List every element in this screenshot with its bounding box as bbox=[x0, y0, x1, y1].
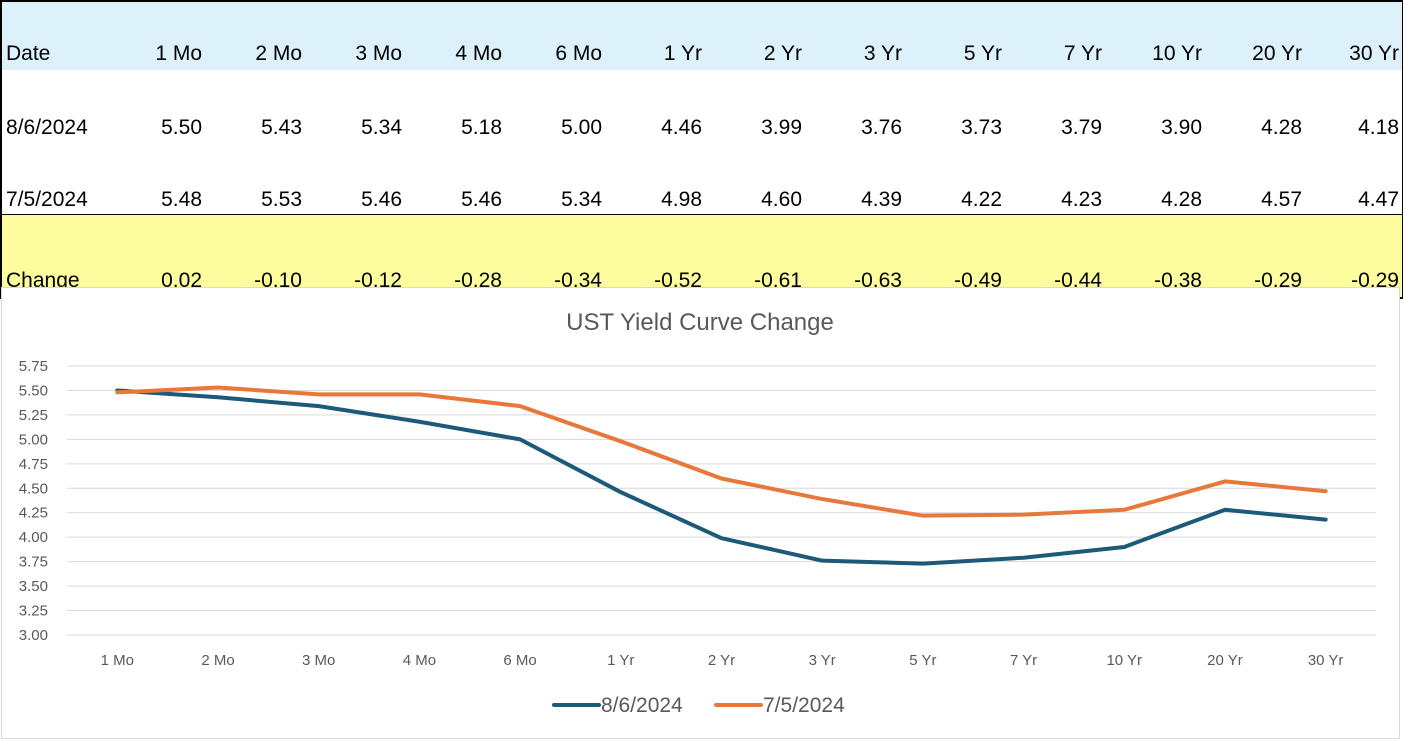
table-cell: 4.23 bbox=[1061, 188, 1102, 211]
y-tick-label: 3.00 bbox=[19, 627, 48, 644]
table-cell: 5.00 bbox=[561, 116, 602, 139]
header-cell: 3 Yr bbox=[805, 1, 905, 70]
y-axis: 3.00 3.25 3.50 3.75 4.00 4.25 4.50 4.75 5.00 5.25… bbox=[19, 358, 48, 644]
table-cell: 5.48 bbox=[161, 188, 202, 211]
table-cell: 5.46 bbox=[461, 188, 502, 211]
x-tick-label: 1 Mo bbox=[101, 652, 134, 669]
table-cell: 3.90 bbox=[1161, 116, 1202, 139]
y-tick-label: 3.25 bbox=[19, 603, 48, 620]
row-date-label: 7/5/2024 bbox=[6, 188, 88, 211]
header-cell: 10 Yr bbox=[1105, 1, 1205, 70]
header-cell: 2 Mo bbox=[205, 1, 305, 70]
y-tick-label: 4.75 bbox=[19, 456, 48, 473]
change-cell: -0.10 bbox=[205, 214, 305, 298]
yield-curve-chart: UST Yield Curve Change 3.00 3.25 3.50 3.75 4… bbox=[1, 287, 1400, 739]
change-cell: -0.29 bbox=[1205, 214, 1305, 298]
header-cell: 1 Mo bbox=[107, 1, 205, 70]
table-cell: 5.50 bbox=[161, 116, 202, 139]
change-cell: -0.34 bbox=[505, 214, 605, 298]
change-cell: 0.02 bbox=[107, 214, 205, 298]
table-cell: 5.18 bbox=[461, 116, 502, 139]
header-cell: 4 Mo bbox=[405, 1, 505, 70]
change-cell: -0.38 bbox=[1105, 214, 1205, 298]
table-cell: 5.46 bbox=[361, 188, 402, 211]
legend-label: 8/6/2024 bbox=[601, 694, 683, 717]
change-cell: -0.12 bbox=[305, 214, 405, 298]
y-tick-label: 3.75 bbox=[19, 554, 48, 571]
x-tick-label: 5 Yr bbox=[909, 652, 936, 669]
change-cell: -0.44 bbox=[1005, 214, 1105, 298]
row-date-label: 8/6/2024 bbox=[6, 116, 88, 139]
series-lines bbox=[115, 385, 1328, 566]
change-cell: -0.49 bbox=[905, 214, 1005, 298]
table-cell: 4.47 bbox=[1358, 188, 1399, 211]
change-cell: -0.61 bbox=[705, 214, 805, 298]
x-tick-label: 3 Yr bbox=[809, 652, 836, 669]
y-tick-label: 5.25 bbox=[19, 407, 48, 424]
table-header-row: Date 1 Mo 2 Mo 3 Mo 4 Mo 6 Mo 1 Yr 2 Yr … bbox=[1, 1, 1403, 70]
change-cell: -0.28 bbox=[405, 214, 505, 298]
table-cell: 5.34 bbox=[561, 188, 602, 211]
table-cell: 4.46 bbox=[661, 116, 702, 139]
table-cell: 5.43 bbox=[261, 116, 302, 139]
table-cell: 4.98 bbox=[661, 188, 702, 211]
change-cell: -0.52 bbox=[605, 214, 705, 298]
table-row: 8/6/2024 5.50 5.43 5.34 5.18 5.00 4.46 3… bbox=[1, 70, 1403, 142]
y-tick-label: 4.25 bbox=[19, 505, 48, 522]
y-tick-label: 5.50 bbox=[19, 382, 48, 399]
table-cell: 3.99 bbox=[761, 116, 802, 139]
header-cell: 1 Yr bbox=[605, 1, 705, 70]
table-row: 7/5/2024 5.48 5.53 5.46 5.46 5.34 4.98 4… bbox=[1, 142, 1403, 215]
chart-legend: 8/6/2024 7/5/2024 bbox=[552, 694, 845, 717]
chart-canvas: UST Yield Curve Change 3.00 3.25 3.50 3.75 4… bbox=[19, 309, 1376, 717]
change-cell: -0.29 bbox=[1305, 214, 1403, 298]
x-axis: 1 Mo 2 Mo 3 Mo 4 Mo 6 Mo 1 Yr 2 Yr 3 Yr 5 Yr 7 Yr… bbox=[101, 652, 1344, 669]
change-label: Change bbox=[1, 214, 107, 298]
y-tick-label: 4.00 bbox=[19, 529, 48, 546]
header-cell: 3 Mo bbox=[305, 1, 405, 70]
legend-label: 7/5/2024 bbox=[763, 694, 845, 717]
y-tick-label: 5.00 bbox=[19, 431, 48, 448]
table-cell: 4.39 bbox=[861, 188, 902, 211]
table-cell: 4.28 bbox=[1261, 116, 1302, 139]
table-cell: 3.76 bbox=[861, 116, 902, 139]
x-tick-label: 20 Yr bbox=[1207, 652, 1243, 669]
y-tick-label: 5.75 bbox=[19, 358, 48, 375]
x-tick-label: 7 Yr bbox=[1010, 652, 1037, 669]
header-cell: 7 Yr bbox=[1005, 1, 1105, 70]
gridlines bbox=[67, 365, 1376, 636]
chart-title: UST Yield Curve Change bbox=[566, 309, 834, 336]
x-tick-label: 1 Yr bbox=[607, 652, 634, 669]
header-cell: 5 Yr bbox=[905, 1, 1005, 70]
x-tick-label: 6 Mo bbox=[503, 652, 536, 669]
x-tick-label: 4 Mo bbox=[403, 652, 436, 669]
x-tick-label: 30 Yr bbox=[1308, 652, 1344, 669]
y-tick-label: 3.50 bbox=[19, 578, 48, 595]
x-tick-label: 10 Yr bbox=[1106, 652, 1142, 669]
header-date-label: Date bbox=[1, 1, 107, 70]
x-tick-label: 2 Mo bbox=[201, 652, 234, 669]
header-cell: 20 Yr bbox=[1205, 1, 1305, 70]
x-tick-label: 2 Yr bbox=[708, 652, 735, 669]
change-cell: -0.63 bbox=[805, 214, 905, 298]
y-tick-label: 4.50 bbox=[19, 480, 48, 497]
table-cell: 3.79 bbox=[1061, 116, 1102, 139]
header-cell: 30 Yr bbox=[1305, 1, 1403, 70]
header-cell: 6 Mo bbox=[505, 1, 605, 70]
table-cell: 4.18 bbox=[1358, 116, 1399, 139]
x-tick-label: 3 Mo bbox=[302, 652, 335, 669]
table-cell: 3.73 bbox=[961, 116, 1002, 139]
header-cell: 2 Yr bbox=[705, 1, 805, 70]
change-row: Change 0.02 -0.10 -0.12 -0.28 -0.34 -0.5… bbox=[1, 214, 1403, 298]
table-cell: 5.34 bbox=[361, 116, 402, 139]
table-cell: 4.60 bbox=[761, 188, 802, 211]
table-cell: 4.57 bbox=[1261, 188, 1302, 211]
yield-table: Date 1 Mo 2 Mo 3 Mo 4 Mo 6 Mo 1 Yr 2 Yr … bbox=[0, 0, 1403, 299]
table-cell: 4.22 bbox=[961, 188, 1002, 211]
table-cell: 4.28 bbox=[1161, 188, 1202, 211]
series-line-1 bbox=[115, 385, 1328, 518]
series-line-0 bbox=[115, 388, 1328, 566]
table-cell: 5.53 bbox=[261, 188, 302, 211]
